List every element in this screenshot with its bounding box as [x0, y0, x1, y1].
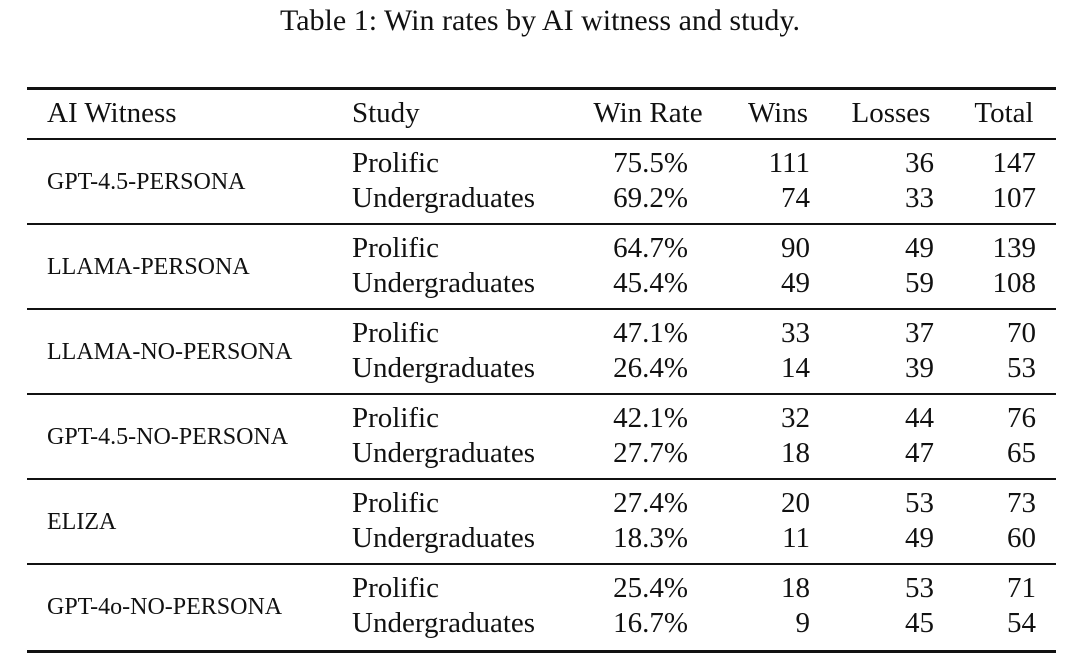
win-rate-cell: 69.2% [613, 182, 688, 214]
header-losses: Losses [851, 97, 931, 129]
win-rate-cell: 16.7% [613, 607, 688, 639]
win-rate-cell: 47.1% [613, 317, 688, 349]
total-cell: 76 [1007, 402, 1036, 434]
total-cell: 107 [992, 182, 1037, 214]
study-cell: Prolific [352, 232, 439, 264]
win-rate-cell: 42.1% [613, 402, 688, 434]
ai-witness-name: GPT-4.5-PERSONA [47, 169, 246, 195]
total-cell: 70 [1007, 317, 1036, 349]
study-cell: Undergraduates [352, 182, 536, 214]
total-cell: 108 [992, 267, 1037, 299]
study-cell: Prolific [352, 572, 439, 604]
study-cell: Prolific [352, 402, 439, 434]
ai-witness-name: ELIZA [47, 509, 117, 535]
losses-cell: 59 [905, 267, 934, 299]
losses-cell: 33 [905, 182, 934, 214]
total-cell: 139 [992, 232, 1037, 264]
study-cell: Undergraduates [352, 267, 536, 299]
losses-cell: 37 [905, 317, 934, 349]
study-cell: Prolific [352, 317, 439, 349]
wins-cell: 49 [781, 267, 810, 299]
table-caption: Table 1: Win rates by AI witness and stu… [280, 4, 800, 37]
win-rate-cell: 27.7% [613, 437, 688, 469]
total-cell: 71 [1007, 572, 1036, 604]
losses-cell: 49 [905, 232, 934, 264]
study-cell: Undergraduates [352, 437, 536, 469]
ai-witness-name: GPT-4o-NO-PERSONA [47, 594, 283, 620]
losses-cell: 44 [905, 402, 934, 434]
study-cell: Prolific [352, 147, 439, 179]
table-header-rule [27, 138, 1056, 140]
losses-cell: 39 [905, 352, 934, 384]
ai-witness-name: GPT-4.5-NO-PERSONA [47, 424, 289, 450]
header-ai-witness: AI Witness [47, 97, 177, 129]
losses-cell: 45 [905, 607, 934, 639]
study-cell: Undergraduates [352, 522, 536, 554]
total-cell: 53 [1007, 352, 1036, 384]
losses-cell: 36 [905, 147, 934, 179]
wins-cell: 20 [781, 487, 810, 519]
ai-witness-name: LLAMA-PERSONA [47, 254, 250, 280]
study-cell: Undergraduates [352, 352, 536, 384]
win-rate-cell: 45.4% [613, 267, 688, 299]
header-total: Total [974, 97, 1034, 129]
losses-cell: 53 [905, 572, 934, 604]
total-cell: 60 [1007, 522, 1036, 554]
wins-cell: 74 [781, 182, 810, 214]
study-cell: Undergraduates [352, 607, 536, 639]
total-cell: 147 [992, 147, 1037, 179]
win-rate-cell: 26.4% [613, 352, 688, 384]
win-rate-cell: 18.3% [613, 522, 688, 554]
wins-cell: 33 [781, 317, 810, 349]
wins-cell: 9 [795, 607, 811, 639]
group-separator-rule [27, 223, 1056, 225]
win-rate-cell: 27.4% [613, 487, 688, 519]
ai-witness-name: LLAMA-NO-PERSONA [47, 339, 293, 365]
wins-cell: 32 [781, 402, 810, 434]
header-wins: Wins [747, 97, 809, 129]
total-cell: 73 [1007, 487, 1036, 519]
header-win-rate: Win Rate [593, 97, 703, 129]
total-cell: 65 [1007, 437, 1036, 469]
group-separator-rule [27, 563, 1056, 565]
wins-cell: 18 [781, 437, 810, 469]
losses-cell: 49 [905, 522, 934, 554]
wins-cell: 11 [782, 522, 810, 554]
win-rate-cell: 75.5% [613, 147, 688, 179]
study-cell: Prolific [352, 487, 439, 519]
wins-cell: 111 [768, 147, 810, 179]
header-study: Study [352, 97, 420, 129]
losses-cell: 53 [905, 487, 934, 519]
table-top-rule [27, 87, 1056, 90]
total-cell: 54 [1007, 607, 1036, 639]
losses-cell: 47 [905, 437, 934, 469]
win-rate-cell: 64.7% [613, 232, 688, 264]
win-rate-cell: 25.4% [613, 572, 688, 604]
wins-cell: 90 [781, 232, 810, 264]
group-separator-rule [27, 478, 1056, 480]
wins-cell: 14 [781, 352, 810, 384]
wins-cell: 18 [781, 572, 810, 604]
group-separator-rule [27, 393, 1056, 395]
group-separator-rule [27, 308, 1056, 310]
table-bottom-rule [27, 650, 1056, 653]
